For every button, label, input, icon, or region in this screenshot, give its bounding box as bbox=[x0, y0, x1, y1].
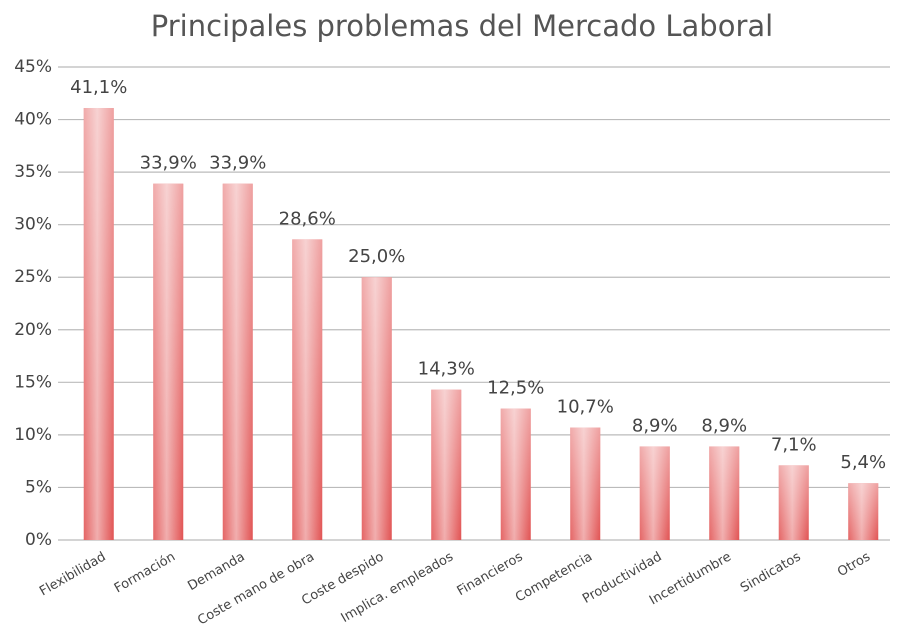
y-tick-label: 40% bbox=[14, 110, 52, 130]
x-tick-label: Sindicatos bbox=[738, 549, 804, 596]
data-label: 33,9% bbox=[209, 153, 266, 174]
x-tick-label: Formación bbox=[112, 550, 178, 597]
y-tick-label: 35% bbox=[14, 162, 52, 182]
bar-fade bbox=[848, 483, 879, 540]
data-label: 7,1% bbox=[771, 434, 817, 455]
bar-fade bbox=[292, 239, 323, 541]
bar-fade bbox=[153, 183, 184, 540]
x-tick-label: Flexibilidad bbox=[37, 550, 108, 600]
data-label: 8,9% bbox=[632, 415, 678, 436]
y-tick-label: 25% bbox=[14, 267, 52, 287]
bar-fade bbox=[570, 427, 601, 540]
data-label: 8,9% bbox=[701, 415, 747, 436]
bar-fade bbox=[83, 107, 114, 540]
y-tick-label: 5% bbox=[25, 477, 52, 497]
bar-fade bbox=[709, 446, 740, 540]
x-tick-label: Implica. empleados bbox=[339, 549, 457, 626]
x-tick-label: Coste mano de obra bbox=[195, 550, 317, 629]
y-tick-label: 30% bbox=[14, 215, 52, 235]
y-tick-label: 20% bbox=[14, 320, 52, 340]
bar-fade bbox=[500, 408, 531, 540]
bar-fade bbox=[361, 277, 392, 540]
data-label: 5,4% bbox=[840, 452, 886, 473]
data-label: 12,5% bbox=[487, 378, 544, 399]
bar-fade bbox=[778, 465, 809, 540]
y-tick-label: 0% bbox=[25, 530, 52, 550]
data-label: 10,7% bbox=[557, 397, 614, 418]
bar-fade bbox=[222, 183, 253, 540]
y-tick-label: 10% bbox=[14, 425, 52, 445]
data-label: 33,9% bbox=[140, 153, 197, 174]
y-tick-label: 45% bbox=[14, 57, 52, 77]
bar-fade bbox=[431, 389, 462, 540]
data-label: 14,3% bbox=[418, 359, 475, 380]
x-tick-label: Demanda bbox=[185, 550, 247, 595]
bar-fade bbox=[639, 446, 670, 540]
x-tick-label: Otros bbox=[835, 549, 873, 580]
y-tick-label: 15% bbox=[14, 372, 52, 392]
chart-title: Principales problemas del Mercado Labora… bbox=[151, 9, 773, 43]
data-label: 28,6% bbox=[279, 208, 336, 229]
data-label: 25,0% bbox=[348, 246, 405, 267]
data-label: 41,1% bbox=[70, 77, 127, 98]
